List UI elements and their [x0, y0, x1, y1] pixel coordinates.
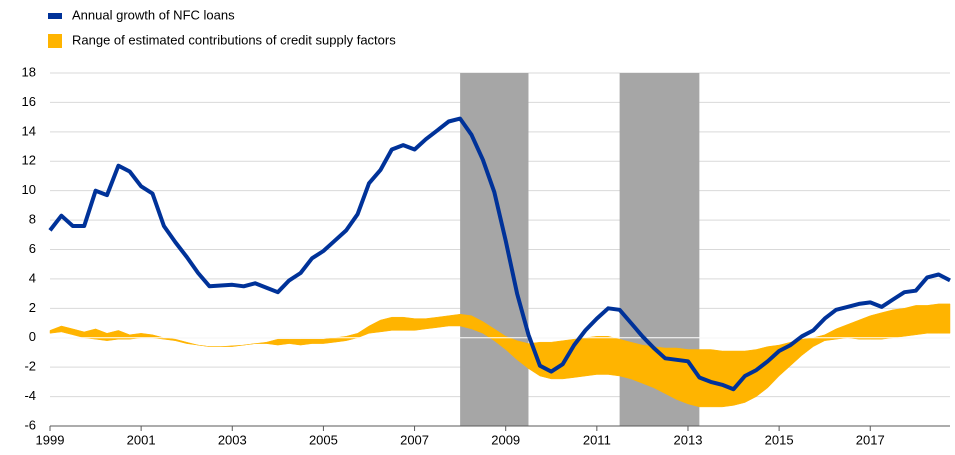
x-tick-label: 1999	[36, 432, 65, 447]
shaded-period	[460, 73, 529, 426]
y-tick-label: 12	[22, 153, 36, 168]
legend-swatch	[48, 13, 62, 19]
legend-label: Annual growth of NFC loans	[72, 7, 235, 22]
x-tick-label: 2013	[674, 432, 703, 447]
x-tick-label: 2007	[400, 432, 429, 447]
y-tick-label: 2	[29, 300, 36, 315]
y-tick-label: 16	[22, 94, 36, 109]
range-band	[49, 303, 951, 408]
y-tick-label: 18	[22, 64, 36, 79]
y-tick-label: 6	[29, 241, 36, 256]
legend-label: Range of estimated contributions of cred…	[72, 32, 396, 47]
x-tick-label: 2015	[765, 432, 794, 447]
series-line	[48, 116, 951, 392]
x-tick-label: 2005	[309, 432, 338, 447]
legend-swatch	[48, 34, 62, 48]
y-tick-label: 14	[22, 123, 36, 138]
x-tick-label: 2011	[583, 432, 611, 447]
y-tick-label: 10	[22, 182, 36, 197]
y-tick-label: -4	[24, 388, 36, 403]
x-tick-label: 2003	[218, 432, 247, 447]
y-tick-label: -6	[24, 417, 36, 432]
y-tick-label: 8	[29, 212, 36, 227]
x-tick-label: 2001	[127, 432, 156, 447]
x-tick-label: 2009	[491, 432, 520, 447]
y-tick-label: -2	[24, 359, 36, 374]
y-tick-label: 4	[29, 270, 36, 285]
y-tick-label: 0	[29, 329, 36, 344]
x-tick-label: 2017	[856, 432, 885, 447]
